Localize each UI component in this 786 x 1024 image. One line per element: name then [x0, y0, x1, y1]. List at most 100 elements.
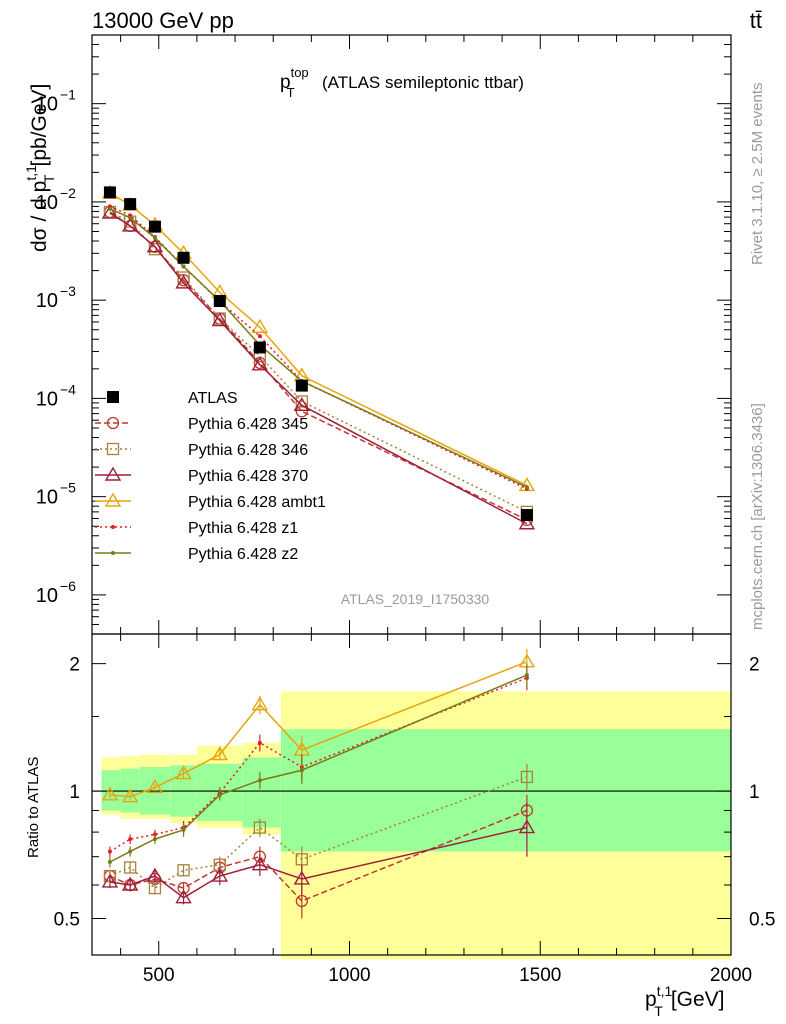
title-main: p — [280, 72, 291, 93]
ratio-point-2 — [175, 889, 192, 904]
ratio-point-1 — [253, 821, 267, 834]
ratio-point-4 — [107, 849, 112, 854]
data-point — [520, 509, 533, 522]
ytick-label: 10 — [36, 585, 58, 607]
series-point-5 — [128, 215, 133, 220]
ytick-label: 10 — [36, 487, 58, 509]
series-line-3 — [109, 192, 528, 487]
series-point-1 — [295, 395, 308, 408]
ratio-point-5 — [181, 827, 186, 832]
series-point-2 — [175, 274, 192, 289]
title-sub: T — [287, 85, 295, 100]
ratio-point-3 — [121, 788, 139, 803]
title-sup: top — [291, 65, 309, 80]
ratio-point-3 — [175, 765, 192, 780]
ratio-point-4 — [257, 740, 262, 745]
legend-label-3: Pythia 6.428 ambt1 — [188, 494, 326, 511]
ratio-point-2 — [293, 870, 311, 885]
ratio-point-2 — [121, 876, 139, 891]
series-point-5 — [152, 235, 157, 240]
ratio-ytick-label-right: 2 — [749, 655, 760, 676]
series-point-2 — [211, 312, 229, 327]
xlabel: pt,1 T [GeV] — [645, 983, 725, 1019]
xlabel-unit: [GeV] — [671, 988, 725, 1011]
ratio-point-2 — [518, 819, 536, 834]
series-point-2 — [251, 356, 269, 371]
legend-label-2: Pythia 6.428 370 — [188, 468, 308, 485]
ratio-point-5 — [524, 673, 529, 678]
xlabel-sub: T — [654, 1003, 663, 1019]
ratio-point-5 — [128, 849, 133, 854]
legend: ATLAS Pythia 6.428 345 Pythia 6.428 346 Pyt… — [95, 390, 326, 563]
series-point-2 — [518, 515, 536, 530]
ytick-label: 10 — [36, 388, 58, 410]
ytick-label: 10 — [36, 192, 58, 214]
legend-label-4: Pythia 6.428 z1 — [188, 520, 298, 537]
series-line-0 — [109, 211, 528, 521]
xlabel-main: p — [645, 988, 657, 1011]
xtick-label: 2000 — [710, 965, 752, 986]
ratio-point-3 — [251, 696, 269, 711]
xtick-label: 1000 — [328, 965, 370, 986]
header-right: tt̄ — [750, 8, 762, 33]
ratio-point-1 — [123, 861, 137, 874]
ratio-point-1 — [148, 881, 162, 895]
data-point — [124, 198, 137, 211]
svg-text:dσ / d pt,1T[pb/GeV]: dσ / d pt,1 T [pb/GeV] — [23, 84, 57, 252]
ytick-exponent: −4 — [60, 381, 76, 397]
series-point-4 — [257, 334, 262, 339]
ratio-point-2 — [211, 867, 229, 882]
ratio-line-3 — [109, 661, 528, 798]
ratio-point-5 — [152, 837, 157, 842]
ratio-point-5 — [107, 859, 112, 864]
ratio-point-3 — [101, 786, 119, 801]
legend-label-5: Pythia 6.428 z2 — [188, 546, 298, 563]
series-point-5 — [524, 485, 529, 490]
ratio-point-1 — [177, 864, 190, 877]
data-point — [295, 379, 308, 392]
ratio-ylabel: Ratio to ATLAS — [25, 757, 42, 858]
series-line-1 — [109, 211, 528, 513]
data-point — [148, 220, 161, 233]
legend-marker-4 — [111, 525, 115, 529]
band-inner-6 — [280, 729, 731, 852]
ratio-ytick-label: 2 — [69, 655, 80, 676]
legend-marker-1 — [106, 442, 120, 456]
data-point — [253, 341, 266, 354]
series-line-4 — [109, 205, 528, 490]
series-point-2 — [121, 217, 139, 232]
ylabel-unit: [pb/GeV] — [28, 84, 51, 167]
mcplots-label: mcplots.cern.ch [arXiv:1306.3436] — [749, 403, 766, 630]
ratio-line-1 — [109, 776, 528, 890]
ytick-exponent: −1 — [60, 87, 76, 103]
legend-label-1: Pythia 6.428 346 — [188, 442, 308, 459]
series-point-2 — [101, 204, 119, 219]
series-point-2 — [146, 238, 164, 253]
ytick-exponent: −3 — [60, 283, 76, 299]
ratio-point-5 — [299, 768, 304, 773]
ratio-point-3 — [146, 779, 164, 794]
ratio-line-2 — [109, 826, 528, 899]
ytick-exponent: −2 — [60, 185, 76, 201]
xtick-label: 500 — [143, 965, 175, 986]
legend-marker-2 — [104, 466, 122, 481]
ratio-point-0 — [295, 894, 308, 908]
ratio-point-2 — [146, 867, 164, 882]
data-point — [213, 295, 226, 308]
plot-title: ptop T — [280, 65, 309, 100]
main-ylabel: dσ / d pt,1 T [pb/GeV] — [23, 84, 57, 252]
main-frame — [91, 34, 732, 635]
series-point-2 — [293, 396, 311, 412]
xlabel-sup: t,1 — [657, 983, 673, 999]
ratio-line-5 — [109, 674, 528, 863]
rivet-label: Rivet 3.1.10, ≥ 2.5M events — [749, 83, 766, 266]
watermark: ATLAS_2019_I1750330 — [341, 591, 490, 607]
ratio-line-0 — [109, 809, 528, 902]
ratio-ytick-label: 1 — [69, 782, 80, 803]
ratio-point-5 — [257, 778, 262, 783]
ratio-ytick-label: 0.5 — [54, 910, 80, 931]
title-rest: (ATLAS semileptonic ttbar) — [322, 73, 524, 92]
ratio-ytick-label-right: 1 — [749, 782, 760, 803]
